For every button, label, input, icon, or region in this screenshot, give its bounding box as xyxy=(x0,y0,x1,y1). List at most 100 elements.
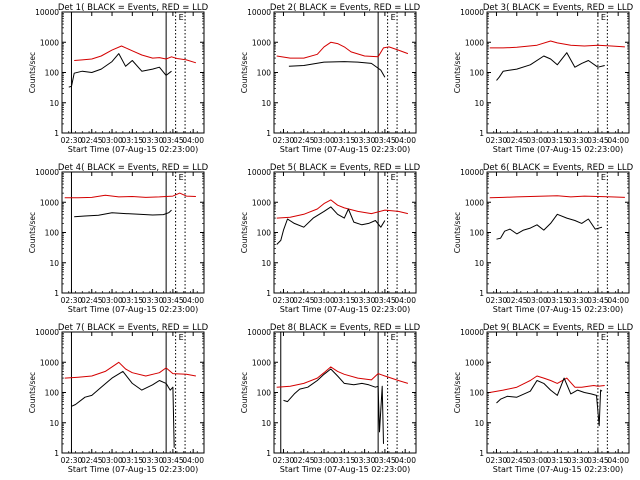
y-tick-label: 10 xyxy=(261,99,271,108)
x-tick-label: 03:00 xyxy=(313,136,335,145)
y-tick-label: 1000 xyxy=(40,38,59,47)
lld-series-line xyxy=(489,40,625,49)
x-tick-label: 02:45 xyxy=(81,136,103,145)
x-tick-label: 04:00 xyxy=(394,456,416,465)
y-tick-label: 10 xyxy=(49,99,59,108)
y-axis-label: Counts/sec xyxy=(240,372,249,413)
x-tick-label: 03:45 xyxy=(587,296,609,305)
x-tick-label: 03:15 xyxy=(334,296,356,305)
y-tick-label: 1 xyxy=(54,449,59,458)
x-tick-label: 02:30 xyxy=(273,136,295,145)
y-tick-label: 10 xyxy=(49,419,59,428)
events-series-line xyxy=(74,209,172,218)
x-tick-label: 03:15 xyxy=(122,136,144,145)
lld-series-line xyxy=(276,41,409,59)
panel-det-6: Det 6( BLACK = Events, RED = LLD 1 10 100 10… xyxy=(453,163,634,314)
x-tick-label: 02:30 xyxy=(486,136,508,145)
panel-title: Det 6( BLACK = Events, RED = LLD xyxy=(483,163,634,173)
y-axis-label: Counts/sec xyxy=(453,372,462,413)
x-tick-label: 02:45 xyxy=(506,296,528,305)
x-axis-label: Start Time (07-Aug-15 02:23:00) xyxy=(280,145,411,154)
x-tick-label: 03:30 xyxy=(354,136,376,145)
marker-glyph: E xyxy=(179,333,184,342)
events-series-line xyxy=(496,52,605,81)
y-tick-label: 1000 xyxy=(465,198,484,207)
y-tick-label: 1000 xyxy=(252,358,271,367)
events-series-line xyxy=(276,206,386,245)
x-tick-label: 02:30 xyxy=(61,296,83,305)
marker-glyph: E xyxy=(391,173,396,182)
x-tick-label: 02:30 xyxy=(61,136,83,145)
x-tick-label: 03:30 xyxy=(142,296,164,305)
x-tick-label: 02:45 xyxy=(293,296,315,305)
y-tick-label: 1 xyxy=(54,289,59,298)
panel-det-1: Det 1( BLACK = Events, RED = LLD 1 10 100 10… xyxy=(28,3,209,154)
y-tick-label: 1000 xyxy=(252,38,271,47)
panel-title: Det 3( BLACK = Events, RED = LLD xyxy=(483,3,634,13)
x-tick-label: 03:15 xyxy=(547,136,569,145)
x-tick-label: 02:45 xyxy=(81,296,103,305)
y-axis-label: Counts/sec xyxy=(28,212,37,253)
lld-series-line xyxy=(276,366,409,388)
y-tick-label: 100 xyxy=(257,389,272,398)
y-tick-label: 100 xyxy=(470,229,485,238)
y-tick-label: 100 xyxy=(257,69,272,78)
panel-det-5: Det 5( BLACK = Events, RED = LLD 1 10 100 10… xyxy=(240,163,421,314)
x-tick-label: 03:45 xyxy=(374,136,396,145)
y-tick-label: 10 xyxy=(261,419,271,428)
events-series-line xyxy=(68,53,172,88)
x-tick-label: 03:15 xyxy=(334,136,356,145)
y-tick-label: 10 xyxy=(261,259,271,268)
panel-det-4: Det 4( BLACK = Events, RED = LLD 1 10 100 10… xyxy=(28,163,209,314)
y-tick-label: 1000 xyxy=(465,358,484,367)
x-tick-label: 03:15 xyxy=(334,456,356,465)
y-tick-label: 100 xyxy=(45,389,60,398)
x-tick-label: 02:30 xyxy=(486,296,508,305)
marker-glyph: E xyxy=(179,173,184,182)
lld-series-line xyxy=(276,199,409,219)
lld-series-line xyxy=(64,192,196,199)
x-tick-label: 03:30 xyxy=(142,136,164,145)
x-tick-label: 02:30 xyxy=(61,456,83,465)
panel-title: Det 7( BLACK = Events, RED = LLD xyxy=(58,323,209,333)
marker-glyph: E xyxy=(601,173,606,182)
x-tick-label: 04:00 xyxy=(394,296,416,305)
panel-det-3: Det 3( BLACK = Events, RED = LLD 1 10 100 10… xyxy=(453,3,634,154)
x-tick-label: 03:00 xyxy=(526,296,548,305)
x-tick-label: 03:30 xyxy=(142,456,164,465)
x-tick-label: 02:45 xyxy=(506,136,528,145)
x-tick-label: 03:45 xyxy=(374,456,396,465)
y-tick-label: 10000 xyxy=(35,328,59,337)
y-tick-label: 10000 xyxy=(460,328,484,337)
x-tick-label: 03:00 xyxy=(101,296,123,305)
y-tick-label: 10000 xyxy=(247,328,271,337)
x-tick-label: 02:45 xyxy=(81,456,103,465)
panel-title: Det 2( BLACK = Events, RED = LLD xyxy=(270,3,421,13)
x-tick-label: 03:00 xyxy=(526,456,548,465)
y-tick-label: 10000 xyxy=(247,8,271,17)
marker-glyph: E xyxy=(179,13,184,22)
x-tick-label: 03:45 xyxy=(374,296,396,305)
x-axis-label: Start Time (07-Aug-15 02:23:00) xyxy=(68,145,199,154)
x-tick-label: 03:00 xyxy=(313,296,335,305)
x-tick-label: 04:00 xyxy=(607,136,629,145)
x-tick-label: 03:15 xyxy=(122,456,144,465)
x-tick-label: 03:45 xyxy=(162,136,184,145)
marker-glyph: E xyxy=(601,333,606,342)
x-axis-label: Start Time (07-Aug-15 02:23:00) xyxy=(68,305,199,314)
x-tick-label: 03:30 xyxy=(354,296,376,305)
x-tick-label: 04:00 xyxy=(182,296,204,305)
x-axis-label: Start Time (07-Aug-15 02:23:00) xyxy=(493,145,624,154)
x-tick-label: 03:30 xyxy=(567,456,589,465)
lld-series-line xyxy=(74,45,197,64)
panel-title: Det 9( BLACK = Events, RED = LLD xyxy=(483,323,634,333)
x-axis-label: Start Time (07-Aug-15 02:23:00) xyxy=(280,465,411,474)
y-tick-label: 10000 xyxy=(35,168,59,177)
y-tick-label: 1000 xyxy=(40,358,59,367)
y-axis-label: Counts/sec xyxy=(240,212,249,253)
events-series-line xyxy=(283,368,384,444)
y-tick-label: 1 xyxy=(479,129,484,138)
x-tick-label: 03:45 xyxy=(587,136,609,145)
y-axis-label: Counts/sec xyxy=(453,212,462,253)
